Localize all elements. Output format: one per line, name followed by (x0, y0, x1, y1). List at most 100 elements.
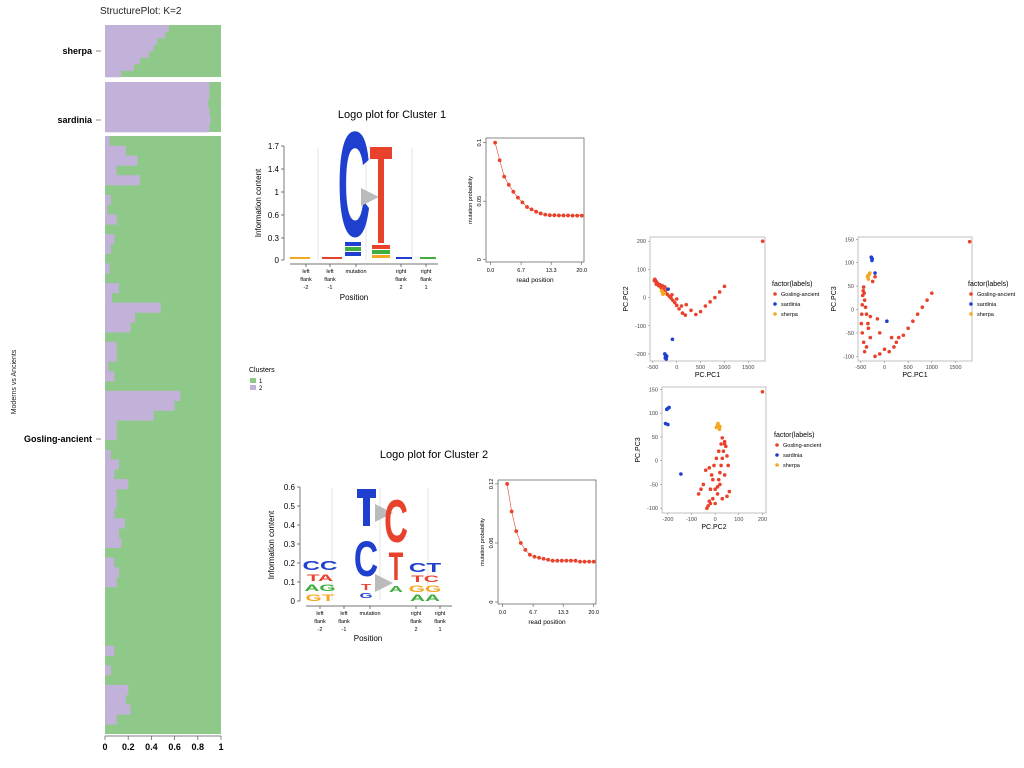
data-point-Gosling-ancient (716, 449, 721, 453)
x-tick-label: 1000 (926, 365, 938, 371)
structure-bar (105, 155, 138, 166)
pca-legend-label: sherpa (977, 312, 995, 318)
data-point-Gosling-ancient (722, 284, 727, 289)
data-point-Gosling-ancient (718, 470, 722, 475)
logo1-ytick: 0.3 (268, 234, 280, 243)
structure-bar (105, 64, 134, 71)
data-point-Gosling-ancient (901, 333, 906, 338)
group-label-sardinia: sardinia (57, 115, 93, 125)
data-point-Gosling-ancient (720, 436, 725, 440)
data-point-Gosling-ancient (722, 439, 727, 444)
logo-position-label: flank (395, 277, 407, 283)
x-tick-label: 0 (714, 517, 717, 523)
structure-block-Gosling-ancient (105, 136, 221, 734)
structure-bar (105, 136, 110, 147)
pca-legend-swatch (775, 453, 779, 457)
logo-position-label: right (411, 611, 422, 617)
structure-bar (105, 31, 166, 39)
data-point-Gosling-ancient (701, 482, 706, 487)
plot-frame (485, 137, 585, 263)
data-point-Gosling-ancient (680, 311, 685, 315)
data-point-Gosling-ancient (711, 477, 715, 482)
data-point-sherpa (660, 289, 664, 294)
logo-position-label: 1 (438, 627, 441, 633)
logo-position-label: flank (314, 619, 326, 625)
x-tick-label: -500 (647, 365, 658, 371)
data-point (575, 213, 580, 218)
x-axis-label: PC.PC1 (695, 372, 720, 379)
structure-bar (105, 537, 122, 549)
data-point (557, 213, 561, 218)
structure-bar (105, 292, 112, 303)
structure-bar (105, 400, 175, 411)
logo1-ytick: 1.7 (268, 142, 280, 151)
structure-bar (105, 665, 111, 676)
data-point-sardinia (667, 405, 671, 410)
data-point-Gosling-ancient (870, 279, 875, 284)
data-point (546, 557, 551, 562)
pca-legend-label: sherpa (781, 312, 799, 318)
pca-legend-swatch (969, 292, 973, 296)
data-point-sardinia (885, 319, 889, 324)
data-point (569, 558, 573, 563)
pca-legend-label: sardinia (783, 453, 803, 459)
structure-bar (105, 390, 181, 401)
data-point-Gosling-ancient (889, 335, 894, 340)
structure-bar (105, 123, 210, 133)
structure-bar (105, 518, 125, 529)
data-point-Gosling-ancient (875, 317, 880, 321)
structure-bar (105, 263, 110, 274)
y-tick-label: 100 (649, 411, 658, 417)
logo2-title: Logo plot for Cluster 2 (380, 449, 488, 461)
data-point-Gosling-ancient (699, 487, 703, 492)
x-tick-label: 20.0 (576, 268, 587, 274)
data-point (509, 509, 514, 514)
y-tick-label: -50 (846, 331, 854, 337)
y-axis-label: PC.PC3 (635, 437, 642, 462)
structure-bar (105, 430, 117, 441)
data-point-sherpa (661, 292, 665, 297)
logo1-position-labels: left flank -2 left flank -1 mutation right flank… (300, 264, 432, 291)
data-point-Gosling-ancient (673, 300, 677, 305)
pca-legend-title: factor(labels) (968, 281, 1008, 288)
logo2-letter: AA (410, 593, 440, 604)
structure-x-axis: 0 0.2 0.4 0.6 0.8 1 (102, 735, 224, 752)
data-point-Gosling-ancient (707, 499, 712, 503)
x-tick-label: 6.7 (529, 610, 537, 616)
cluster-legend: Clusters 1 2 (249, 367, 275, 392)
y-axis-label: PC.PC3 (831, 286, 838, 311)
logo2-letter: T (361, 582, 371, 591)
data-point-Gosling-ancient (859, 321, 864, 326)
data-point-Gosling-ancient (967, 239, 972, 244)
data-point-Gosling-ancient (727, 489, 732, 494)
pca-legend-label: Gosling-ancient (781, 292, 820, 298)
data-point-sardinia (679, 472, 683, 476)
cluster-legend-swatch-2 (250, 385, 256, 390)
pca-legend-swatch (969, 302, 973, 306)
structure-group-labels: sherpa sardinia Gosling-ancient (24, 46, 101, 444)
data-point-Gosling-ancient (859, 312, 864, 317)
structure-bar (105, 684, 129, 696)
y-tick-label: -100 (843, 354, 854, 360)
structure-bar (105, 38, 158, 45)
data-point (559, 558, 564, 563)
structure-bar (105, 214, 117, 225)
logo2-ytick: 0.5 (284, 502, 296, 511)
plot-frame (649, 236, 766, 362)
data-point (529, 207, 534, 212)
logo1-letter-T-stem (378, 159, 384, 243)
logo-position-label: 1 (424, 285, 427, 291)
logo-position-label: left (316, 611, 324, 617)
logo-position-label: flank (338, 619, 350, 625)
logo-position-label: -1 (342, 627, 347, 633)
cluster-legend-swatch-1 (250, 378, 256, 383)
data-point-Gosling-ancient (873, 354, 877, 359)
structure-bar (105, 194, 111, 205)
pca-plot-pc1-pc3: -500 0 500 1000 1500-100-50050100150PC.PC1PC… (831, 236, 1016, 379)
structure-bar (105, 459, 119, 470)
data-point-Gosling-ancient (911, 319, 915, 324)
logo-position-label: flank (434, 619, 446, 625)
data-point-Gosling-ancient (708, 487, 713, 492)
data-point (532, 554, 537, 559)
data-point-Gosling-ancient (683, 313, 688, 317)
